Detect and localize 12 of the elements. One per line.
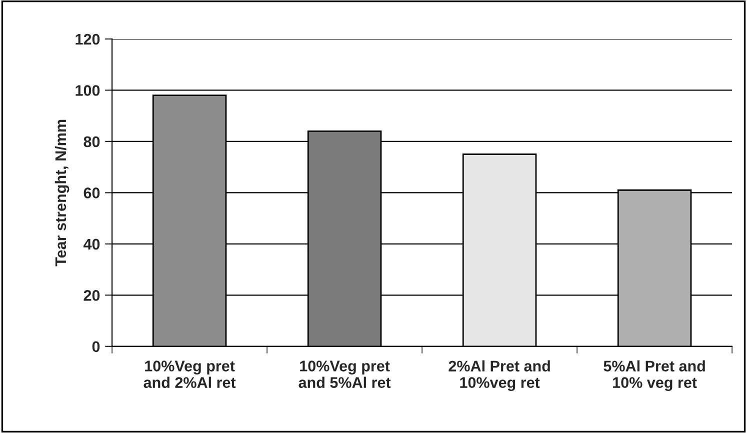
x-tick-label: 10%Veg pret and 5%Al ret bbox=[298, 360, 391, 388]
y-tick-label: 40 bbox=[83, 238, 100, 250]
x-tick-label: 5%Al Pret and 10% veg ret bbox=[604, 360, 705, 392]
y-tick-label: 20 bbox=[84, 290, 100, 301]
y-axis-title: Tear strenght, N/mm bbox=[54, 120, 70, 266]
y-tick-label: 60 bbox=[84, 188, 100, 198]
y-tick-label: 0 bbox=[92, 341, 100, 352]
y-tick-label: 120 bbox=[76, 34, 100, 45]
x-tick-label: 2%Al Pret and 10%veg ret bbox=[448, 360, 550, 392]
x-tick-label: 10%Veg pret and 2%Al ret bbox=[144, 360, 236, 388]
y-tick-label: 80 bbox=[84, 136, 100, 148]
y-tick-label: 100 bbox=[76, 85, 100, 96]
